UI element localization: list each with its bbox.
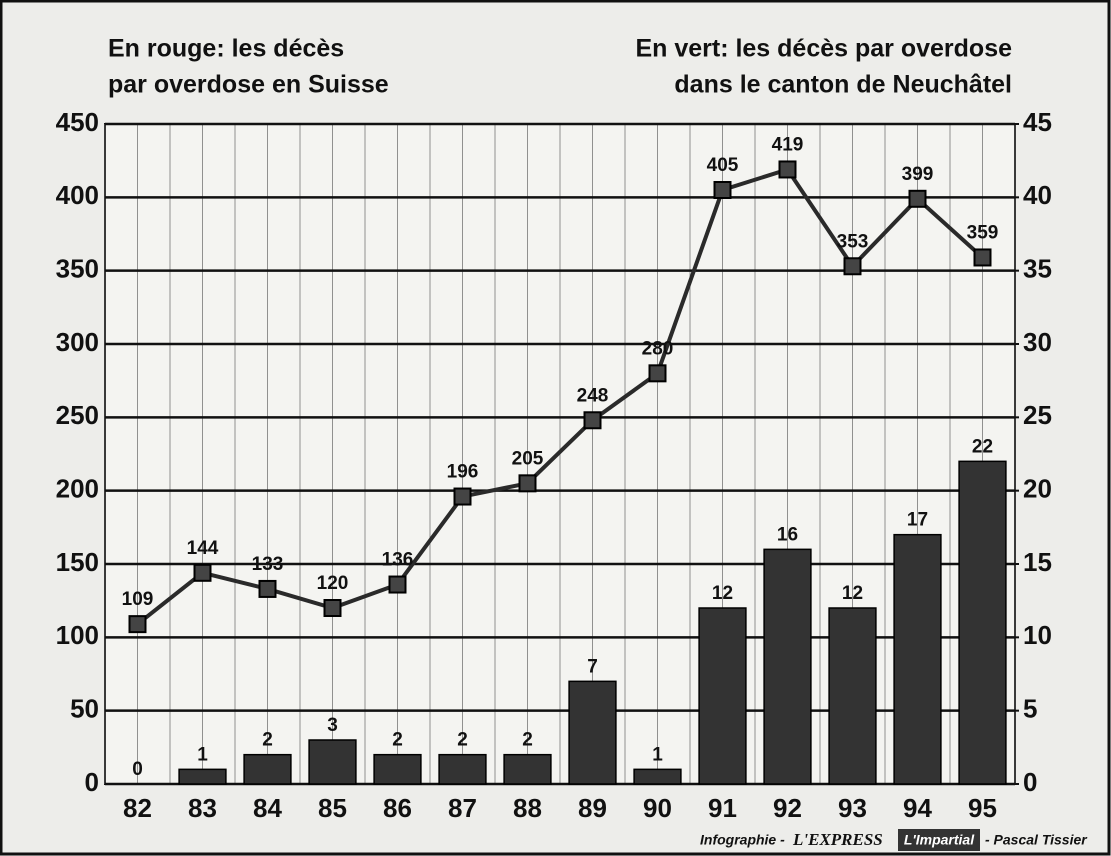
- bar-value-label: 3: [327, 715, 338, 736]
- line-marker: [195, 565, 211, 581]
- bar-value-label: 0: [132, 759, 143, 780]
- bar-value-label: 12: [712, 583, 733, 604]
- bar-value-label: 2: [392, 730, 403, 751]
- y-tick-label: 150: [56, 547, 99, 577]
- y-tick-label: 250: [56, 400, 99, 430]
- bar: [569, 681, 616, 784]
- page: En rouge: les décès par overdose en Suis…: [0, 0, 1111, 856]
- chart: En rouge: les décès par overdose en Suis…: [0, 0, 1111, 856]
- line-value-label: 109: [122, 589, 154, 610]
- line-value-label: 353: [837, 231, 869, 252]
- line-value-label: 248: [577, 385, 609, 406]
- bar-value-label: 1: [652, 744, 663, 765]
- line-marker: [130, 616, 146, 632]
- y-tick-label: 50: [70, 694, 99, 724]
- y2-tick-label: 20: [1023, 474, 1052, 504]
- line-value-label: 399: [902, 164, 934, 185]
- x-tick-label: 85: [318, 793, 347, 823]
- bar-value-label: 2: [522, 730, 533, 751]
- bar: [244, 755, 291, 784]
- y2-tick-label: 25: [1023, 400, 1052, 430]
- bar: [959, 461, 1006, 784]
- y-tick-label: 300: [56, 327, 99, 357]
- bar: [829, 608, 876, 784]
- x-tick-label: 91: [708, 793, 737, 823]
- y-tick-label: 450: [56, 107, 99, 137]
- bar-value-label: 2: [457, 730, 468, 751]
- bar-value-label: 17: [907, 510, 928, 531]
- bar-value-label: 16: [777, 524, 798, 545]
- bar: [634, 769, 681, 784]
- line-value-label: 419: [772, 134, 804, 155]
- bar: [504, 755, 551, 784]
- bar-value-label: 12: [842, 583, 863, 604]
- x-tick-label: 93: [838, 793, 867, 823]
- x-tick-label: 92: [773, 793, 802, 823]
- bar: [179, 769, 226, 784]
- line-value-label: 405: [707, 155, 739, 176]
- line-value-label: 196: [447, 462, 479, 483]
- y-tick-label: 200: [56, 474, 99, 504]
- line-marker: [260, 581, 276, 597]
- x-tick-label: 87: [448, 793, 477, 823]
- line-marker: [455, 489, 471, 505]
- bar-value-label: 2: [262, 730, 273, 751]
- x-tick-label: 88: [513, 793, 542, 823]
- line-marker: [650, 365, 666, 381]
- y2-tick-label: 30: [1023, 327, 1052, 357]
- x-tick-label: 89: [578, 793, 607, 823]
- line-value-label: 133: [252, 554, 284, 575]
- x-tick-label: 95: [968, 793, 997, 823]
- y2-tick-label: 40: [1023, 180, 1052, 210]
- line-value-label: 359: [967, 222, 999, 243]
- x-tick-label: 83: [188, 793, 217, 823]
- line-marker: [780, 161, 796, 177]
- y-tick-label: 0: [85, 767, 99, 797]
- line-value-label: 144: [187, 538, 219, 559]
- bar: [894, 535, 941, 784]
- bar: [764, 549, 811, 784]
- line-marker: [845, 258, 861, 274]
- line-value-label: 120: [317, 573, 349, 594]
- y2-tick-label: 35: [1023, 254, 1052, 284]
- credit-logo: L'Impartial: [904, 832, 975, 848]
- x-tick-label: 90: [643, 793, 672, 823]
- line-marker: [325, 600, 341, 616]
- credit-logo: L'EXPRESS: [792, 830, 883, 849]
- line-value-label: 205: [512, 448, 544, 469]
- bar: [439, 755, 486, 784]
- y-tick-label: 100: [56, 620, 99, 650]
- x-tick-label: 84: [253, 793, 282, 823]
- title-left-line: En rouge: les décès: [108, 35, 344, 63]
- x-tick-label: 82: [123, 793, 152, 823]
- line-marker: [910, 191, 926, 207]
- y2-tick-label: 5: [1023, 694, 1037, 724]
- line-marker: [585, 412, 601, 428]
- line-value-label: 280: [642, 338, 674, 359]
- line-value-label: 136: [382, 550, 414, 571]
- x-tick-label: 94: [903, 793, 932, 823]
- y2-tick-label: 15: [1023, 547, 1052, 577]
- bar: [309, 740, 356, 784]
- y-tick-label: 350: [56, 254, 99, 284]
- line-marker: [715, 182, 731, 198]
- title-left-line: par overdose en Suisse: [108, 71, 389, 99]
- title-right-line: dans le canton de Neuchâtel: [674, 71, 1012, 99]
- credit: Infographie -: [700, 832, 785, 848]
- y2-tick-label: 10: [1023, 620, 1052, 650]
- line-marker: [520, 475, 536, 491]
- credit: - Pascal Tissier: [985, 832, 1088, 848]
- title-right-line: En vert: les décès par overdose: [635, 35, 1012, 63]
- bar-value-label: 22: [972, 436, 993, 457]
- x-tick-label: 86: [383, 793, 412, 823]
- line-marker: [975, 249, 991, 265]
- y-tick-label: 400: [56, 180, 99, 210]
- line-marker: [390, 577, 406, 593]
- bar: [374, 755, 421, 784]
- y2-tick-label: 45: [1023, 107, 1052, 137]
- bar-value-label: 1: [197, 744, 208, 765]
- bar: [699, 608, 746, 784]
- bar-value-label: 7: [587, 656, 598, 677]
- y2-tick-label: 0: [1023, 767, 1037, 797]
